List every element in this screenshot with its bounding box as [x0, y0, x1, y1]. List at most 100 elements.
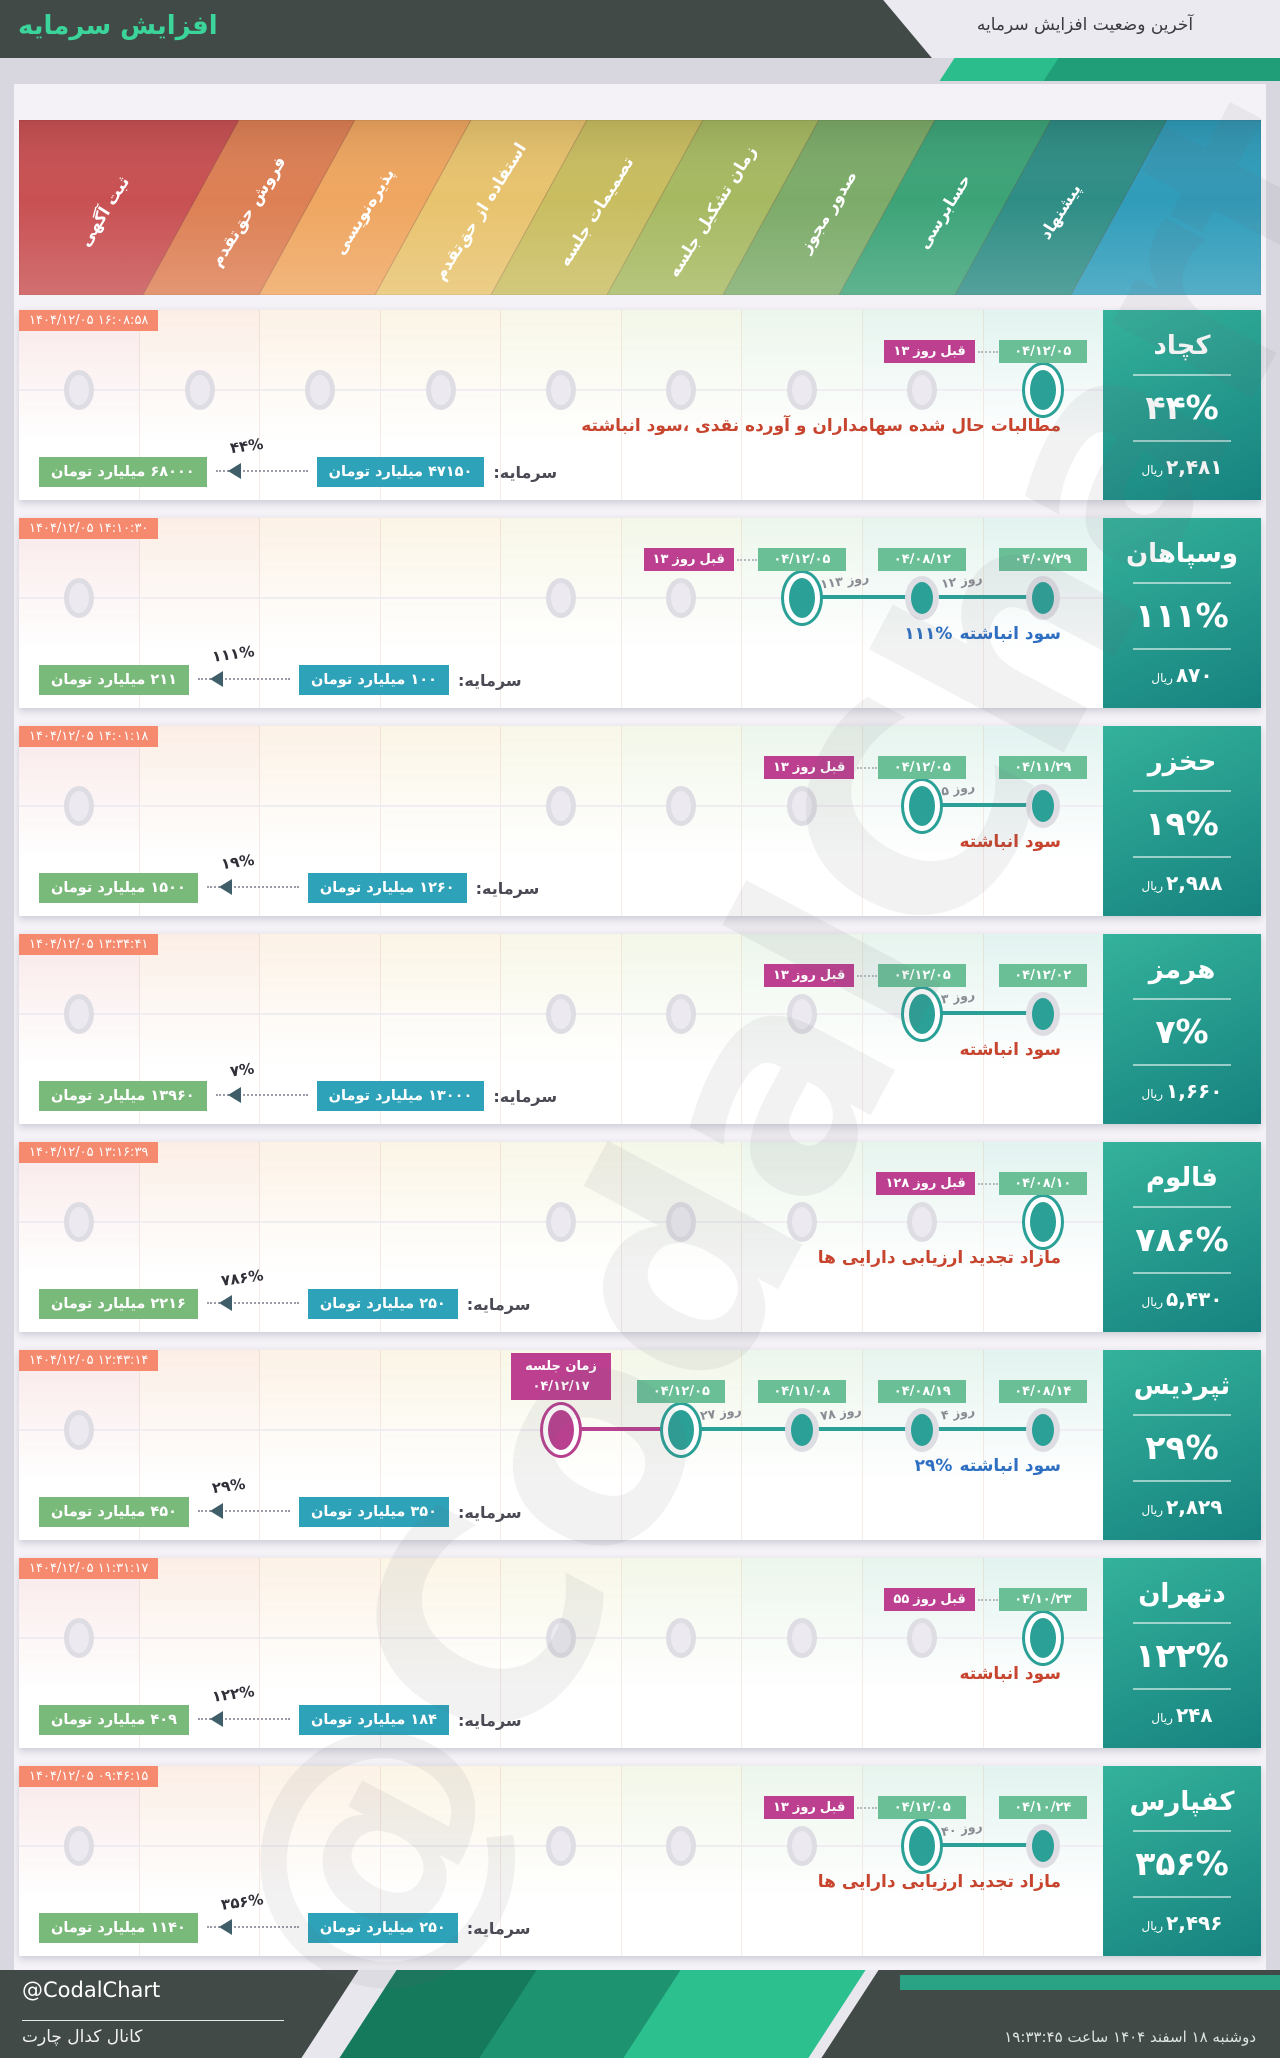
arrow-left-icon [218, 1295, 232, 1311]
event-date-badge: ۰۴/۱۲/۰۵ [757, 548, 846, 571]
stage-dot-active [783, 573, 820, 623]
stage-dot-empty [64, 1202, 95, 1242]
event-date-badge: ۰۴/۱۲/۰۵ [878, 964, 967, 987]
company-card: ۰۴/۱۲/۰۵ ۱۳ روز قبل ۰۴/۱۲/۰۲ ۳ روز ۱۴۰۴/۱۲/۰۵ ۱… [19, 934, 1261, 1124]
panel-divider [1133, 1272, 1231, 1275]
capital-line: ۴۵۰ میلیارد تومان ۲۹% ۳۵۰ میلیارد تومان … [39, 1475, 522, 1527]
stage-dot-empty [666, 370, 697, 410]
rial-unit: ریال [1141, 1919, 1164, 1934]
rial-unit: ریال [1151, 1711, 1173, 1726]
company-panel: دتهران ۱۲۲% ریال ۲۴۸ [1103, 1558, 1261, 1748]
footer-datetime: دوشنبه ۱۸ اسفند ۱۴۰۴ ساعت ۱۹:۳۳:۴۵ [1004, 2028, 1256, 2046]
stage-dot-empty [425, 370, 456, 410]
stage-band: ثبت آگهی فروش حق‌تقدم پذیره‌نویسی استفاده ا… [19, 120, 1261, 295]
event-date-badge: ۰۴/۰۸/۱۰ [998, 1172, 1087, 1195]
capital-percent: ۷% [228, 1059, 255, 1081]
company-card: ۰۴/۱۲/۰۵ ۱۳ روز قبل ۰۴/۰۸/۱۲ ۰۴/۰۷/۲۹ ۱۱۳ روز ۱۲… [19, 518, 1261, 708]
stage-dot-active [1025, 1824, 1060, 1868]
capital-label: سرمایه: [466, 1294, 531, 1314]
increase-percent: ۷% [1155, 1012, 1209, 1052]
timeline-connector [567, 1427, 676, 1431]
capital-arrow: ۱۱۱% [197, 642, 290, 691]
increase-percent: ۱۹% [1145, 804, 1219, 844]
new-capital-badge: ۴۰۹ میلیارد تومان [39, 1705, 189, 1735]
stage-dot-empty [184, 370, 215, 410]
company-panel: هرمز ۷% ریال ۱,۶۶۰ [1103, 934, 1261, 1124]
price-rial: ریال ۸۷۰ [1151, 663, 1212, 687]
stage-dot-active [1024, 1613, 1061, 1663]
update-timestamp: ۱۴۰۴/۱۲/۰۵ ۱۴:۰۱:۱۸ [19, 726, 159, 747]
event-date-badge: ۰۴/۰۷/۲۹ [998, 548, 1087, 571]
timeline-connector [928, 1427, 1037, 1431]
note-text: مازاد تجدید ارزیابی دارایی ها [817, 1248, 1061, 1268]
ago-connector [857, 1807, 878, 1809]
arrow-left-icon [227, 1087, 241, 1103]
stage-dot-active [1025, 576, 1060, 620]
capital-label: سرمایه: [457, 1710, 522, 1730]
panel-divider [1133, 440, 1231, 443]
capital-line: ۶۸۰۰۰ میلیارد تومان ۴۴% ۴۷۱۵۰ میلیارد تو… [39, 435, 558, 487]
price-value: ۵,۴۳۰ [1166, 1287, 1223, 1312]
capital-line: ۲۲۱۶ میلیارد تومان ۷۸۶% ۲۵۰ میلیارد توما… [39, 1266, 531, 1319]
capital-label: سرمایه: [457, 670, 522, 690]
stage-dot-empty [546, 994, 576, 1034]
capital-line: ۱۳۹۶۰ میلیارد تومان ۷% ۱۳۰۰۰ میلیارد توم… [39, 1059, 557, 1111]
panel-divider [1133, 1829, 1231, 1832]
panel-divider [1133, 1205, 1231, 1208]
price-value: ۲,۴۸۱ [1166, 455, 1223, 480]
panel-divider [1133, 997, 1231, 1000]
capital-label: سرمایه: [457, 1502, 522, 1522]
header: افزایش سرمایه آخرین وضعیت افزایش سرمایه [0, 0, 1280, 58]
note-text: سود انباشته [959, 1664, 1061, 1684]
panel-divider [1133, 1480, 1231, 1483]
panel-divider [1133, 373, 1231, 376]
channel-name: کانال کدال چارت [22, 2027, 143, 2047]
meeting-dot [543, 1405, 579, 1455]
update-timestamp: ۱۴۰۴/۱۲/۰۵ ۱۳:۳۴:۴۱ [19, 934, 159, 955]
stage-dot-empty [786, 786, 817, 826]
panel-divider [1133, 856, 1231, 859]
company-card: زمان جلسه ۰۴/۱۲/۱۷ ۰۴/۱۲/۰۵ ۰۴/۱۱/۰۸ ۰۴/۰۸/۱… [19, 1350, 1261, 1540]
stage-dot-empty [666, 1202, 697, 1242]
new-capital-badge: ۱۱۴۰ میلیارد تومان [39, 1913, 198, 1943]
page-title: افزایش سرمایه [18, 11, 218, 41]
stage-dot-empty [546, 1618, 576, 1658]
panel-divider [1133, 1621, 1231, 1624]
stage-columns [19, 1142, 1104, 1332]
update-timestamp: ۱۴۰۴/۱۲/۰۵ ۱۳:۱۶:۳۹ [19, 1142, 159, 1163]
company-card: ۰۴/۱۲/۰۵ ۱۳ روز قبل ۱۴۰۴/۱۲/۰۵ ۱۶:۰۸:۵۸ مطالب… [19, 310, 1261, 500]
company-card: ۰۴/۱۲/۰۵ ۱۳ روز قبل ۰۴/۱۰/۲۴ ۴۰ روز ۱۴۰۴/۱۲/۰۵ … [19, 1766, 1261, 1956]
main-container: ثبت آگهی فروش حق‌تقدم پذیره‌نویسی استفاده ا… [14, 84, 1266, 1970]
stage-dot-empty [64, 994, 95, 1034]
stage-dot-active [663, 1405, 700, 1455]
company-name: کچاد [1153, 330, 1211, 361]
stage-dot-active [1024, 1197, 1061, 1247]
arrow-left-icon [218, 1919, 232, 1935]
ago-connector [977, 1599, 998, 1601]
increase-percent: ۱۱۱% [1135, 596, 1229, 636]
new-capital-badge: ۲۱۱ میلیارد تومان [39, 665, 189, 695]
arrow-left-icon [218, 879, 232, 895]
increase-percent: ۷۸۶% [1135, 1220, 1229, 1260]
company-panel: کفپارس ۳۵۶% ریال ۲,۴۹۶ [1103, 1766, 1261, 1956]
stage-dot-active [1025, 992, 1060, 1036]
timeline-connector [928, 1843, 1037, 1847]
stage-dot-active [1025, 1408, 1060, 1452]
price-rial: ریال ۲۴۸ [1151, 1703, 1212, 1727]
update-timestamp: ۱۴۰۴/۱۲/۰۵ ۱۴:۱۰:۳۰ [19, 518, 159, 539]
stage-dot-empty [666, 786, 697, 826]
note-percent: ۱۱۱% [904, 624, 953, 644]
new-capital-badge: ۲۲۱۶ میلیارد تومان [39, 1289, 198, 1319]
note-text: ۱۱۱% سود انباشته [904, 624, 1061, 644]
price-value: ۲۴۸ [1175, 1703, 1213, 1728]
event-date-badge: ۰۴/۱۰/۲۳ [998, 1588, 1087, 1611]
update-timestamp: ۱۴۰۴/۱۲/۰۵ ۱۶:۰۸:۵۸ [19, 310, 159, 331]
ago-connector [857, 767, 878, 769]
capital-label: سرمایه: [493, 462, 558, 482]
rial-unit: ریال [1141, 1503, 1164, 1518]
event-date-badge: ۰۴/۱۱/۲۹ [998, 756, 1087, 779]
event-date-badge: ۰۴/۱۲/۰۲ [998, 964, 1087, 987]
company-name: کفپارس [1129, 1786, 1235, 1817]
stage-dot-active [1025, 784, 1060, 828]
